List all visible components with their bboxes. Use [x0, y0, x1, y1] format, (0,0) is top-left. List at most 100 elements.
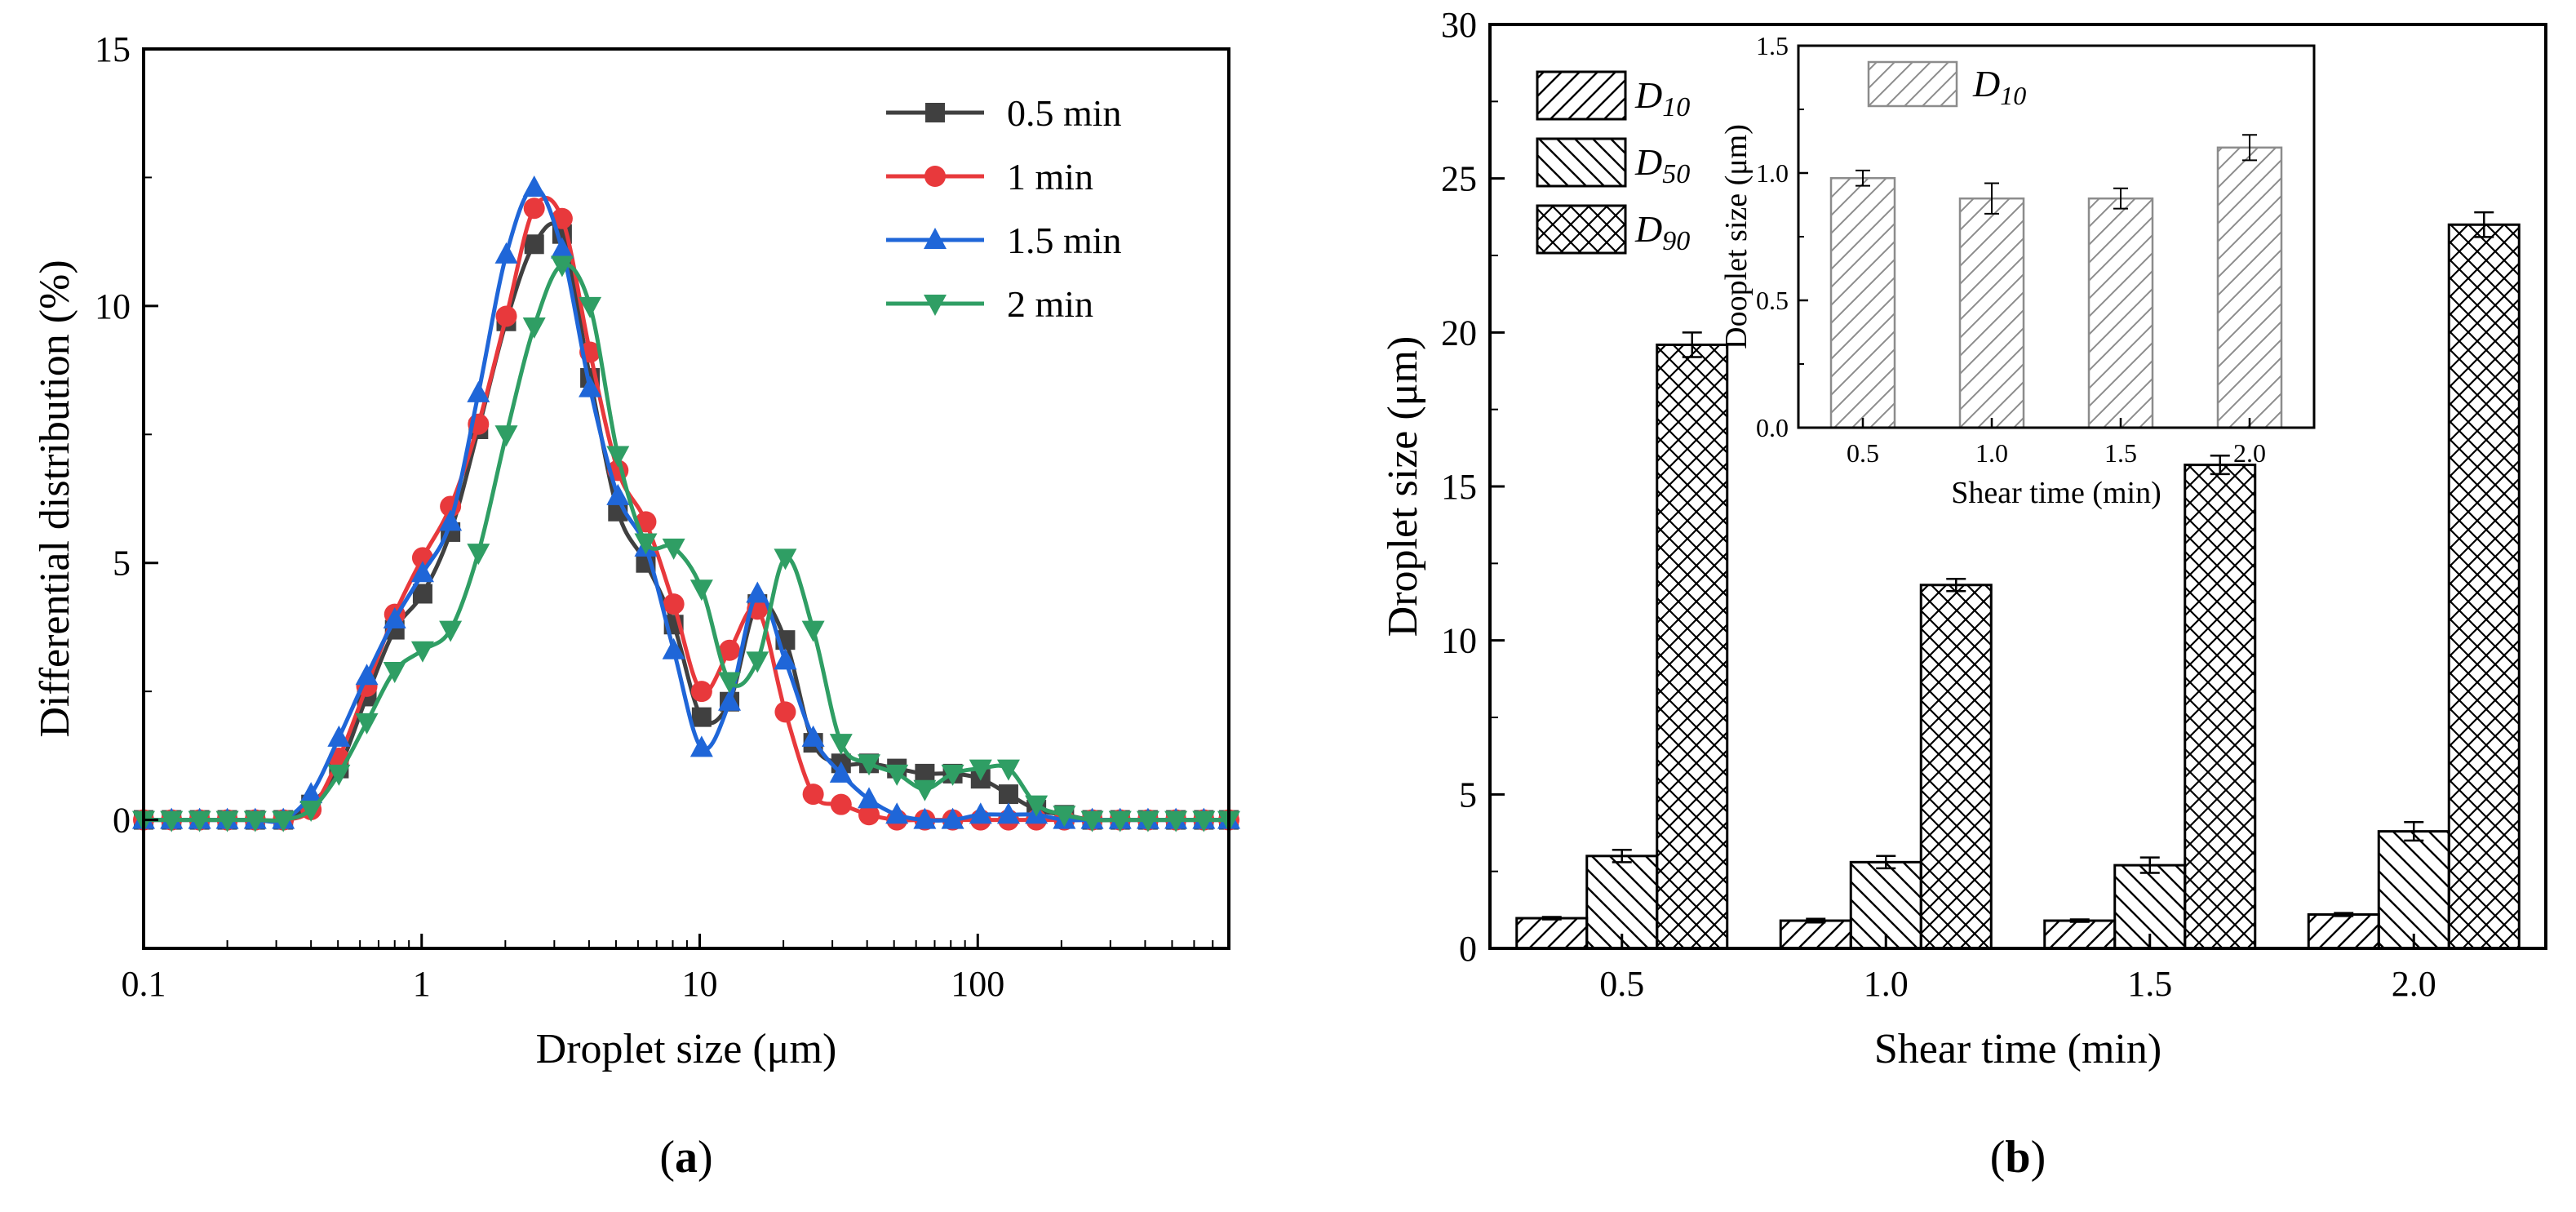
b-bar: [1515, 917, 1589, 950]
b-legend-label: D50: [1634, 141, 1690, 189]
panel-a-chart: 0.1 1 10 100 0 5 10 15 Droplet size (μm) Differ…: [32, 29, 1240, 1183]
a-data-point: [634, 533, 658, 555]
a-legend-label: 2 min: [1007, 283, 1093, 325]
b-bar: [2307, 912, 2380, 950]
a-data-point: [829, 734, 853, 756]
a-data-point: [550, 237, 574, 259]
b-legend-swatch: [1536, 70, 1627, 121]
b-panel-label-letter: b: [2005, 1132, 2030, 1183]
b-legend-label-main: D: [1634, 74, 1662, 116]
a-data-point: [829, 761, 853, 783]
a-data-point: [523, 198, 545, 220]
a-data-point: [243, 810, 267, 832]
panel-a-x-axis-label: Droplet size (μm): [536, 1026, 837, 1072]
a-panel-label-letter: a: [675, 1132, 698, 1183]
a-y-tick-label: 15: [95, 29, 131, 69]
a-data-point: [719, 639, 741, 661]
inset-y-tick-label: 0.5: [1756, 286, 1789, 315]
a-data-point: [412, 584, 432, 604]
inset-y-tick-label: 1.5: [1756, 31, 1789, 60]
a-data-point: [801, 725, 825, 747]
inset-bars-group: [1829, 134, 2283, 429]
a-data-point: [215, 810, 239, 832]
inset-x-tick-label: 1.0: [1975, 438, 2008, 468]
panel-b-plot-frame: [1488, 23, 2547, 950]
panel-b-ticks: 0 5 10 15 20 25 30 0.5 1.0 1.5 2.0: [1441, 5, 2436, 1004]
b-y-tick-label: 20: [1441, 313, 1477, 353]
a-data-point: [885, 802, 909, 824]
a-data-point: [355, 664, 379, 686]
inset-legend: D10: [1867, 60, 2026, 110]
a-x-tick-label: 0.1: [122, 964, 166, 1004]
inset-plot-frame: [1797, 44, 2316, 429]
b-y-tick-label: 15: [1441, 467, 1477, 507]
a-y-tick-label: 0: [113, 801, 131, 841]
a-data-point: [1136, 810, 1159, 832]
a-data-point: [383, 606, 406, 628]
b-bar: [1656, 343, 1729, 950]
inset-y-tick-label: 1.0: [1756, 158, 1789, 188]
a-series-2: [132, 175, 1240, 829]
inset-legend-label: D10: [1972, 63, 2026, 110]
b-x-tick-label: 2.0: [2392, 964, 2436, 1004]
b-x-tick-label: 0.5: [1599, 964, 1644, 1004]
b-bar: [2184, 464, 2257, 950]
a-legend-swatch-marker: [925, 103, 945, 122]
b-bar: [1779, 919, 1852, 950]
a-data-point: [746, 651, 769, 673]
a-data-point: [1053, 806, 1076, 828]
a-data-point: [996, 802, 1020, 824]
a-data-point: [801, 620, 825, 642]
a-data-point: [969, 802, 992, 824]
b-x-tick-label: 1.0: [1864, 964, 1909, 1004]
a-legend-swatch-marker: [924, 166, 946, 187]
a-legend-swatch-marker: [924, 228, 947, 249]
panel-a-label: (a): [659, 1132, 712, 1183]
a-data-point: [327, 764, 351, 786]
a-data-point: [606, 483, 630, 505]
b-y-tick-label: 0: [1459, 929, 1477, 969]
inset-bar: [2216, 146, 2283, 429]
b-legend-swatch: [1536, 137, 1627, 188]
a-y-tick-label: 10: [95, 286, 131, 326]
b-bar: [1919, 584, 1993, 950]
a-data-point: [998, 784, 1018, 805]
a-data-point: [494, 242, 518, 264]
b-legend-swatch: [1536, 204, 1627, 255]
a-data-point: [188, 810, 211, 832]
a-data-point: [467, 544, 490, 566]
b-y-tick-label: 30: [1441, 5, 1477, 45]
a-data-point: [718, 689, 742, 711]
a-legend-swatch-marker: [924, 295, 947, 316]
a-legend-label: 1 min: [1007, 156, 1093, 198]
a-data-point: [1080, 810, 1104, 832]
a-data-point: [830, 793, 852, 815]
a-data-point: [272, 810, 295, 832]
b-bar: [2447, 223, 2521, 950]
inset-bar: [1829, 176, 1896, 429]
inset-x-axis-label: Shear time (min): [1951, 476, 2161, 510]
a-data-point: [606, 446, 630, 468]
a-data-point: [1025, 795, 1049, 817]
b-y-tick-label: 10: [1441, 621, 1477, 661]
b-panel-label-close: ): [2031, 1132, 2046, 1183]
a-x-tick-label: 100: [951, 964, 1004, 1004]
a-data-point: [774, 548, 797, 570]
panel-a-y-axis-label: Differential distribution (%): [32, 260, 78, 737]
a-legend-label: 1.5 min: [1007, 220, 1122, 261]
panel-b-chart: 0 5 10 15 20 25 30 0.5 1.0 1.5 2.0 Shear time (min…: [1380, 5, 2547, 1183]
a-data-point: [689, 579, 713, 602]
a-data-point: [439, 620, 463, 642]
b-legend-label-sub: 50: [1662, 159, 1690, 189]
a-data-point: [858, 754, 881, 776]
a-data-point: [494, 425, 518, 447]
a-legend-label: 0.5 min: [1007, 92, 1122, 134]
a-series-line: [143, 262, 1229, 823]
a-data-point: [885, 764, 909, 786]
a-data-point: [1164, 810, 1188, 832]
panel-b-bars-group: [1515, 211, 2521, 950]
a-panel-label-close: ): [698, 1132, 713, 1183]
inset-legend-label-sub: 10: [2000, 81, 2026, 110]
a-data-point: [522, 175, 546, 198]
